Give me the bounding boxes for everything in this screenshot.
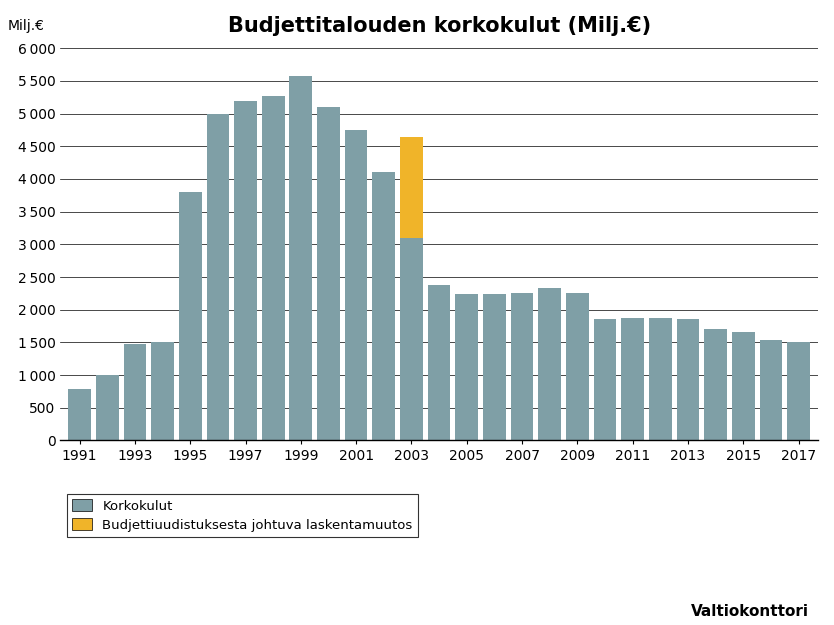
Bar <box>400 137 423 238</box>
Bar <box>400 238 423 441</box>
Bar <box>732 332 755 441</box>
Bar <box>289 76 312 441</box>
Bar <box>676 319 700 441</box>
Bar <box>68 389 91 441</box>
Bar <box>373 173 395 441</box>
Bar <box>178 192 202 441</box>
Text: Milj.€: Milj.€ <box>8 19 44 32</box>
Bar <box>787 342 810 441</box>
Bar <box>151 342 174 441</box>
Bar <box>317 107 339 441</box>
Bar <box>510 292 534 441</box>
Bar <box>344 130 368 441</box>
Bar <box>483 294 505 441</box>
Title: Budjettitalouden korkokulut (Milj.€): Budjettitalouden korkokulut (Milj.€) <box>228 16 651 36</box>
Bar <box>234 101 257 441</box>
Legend: Korkokulut, Budjettiuudistuksesta johtuva laskentamuutos: Korkokulut, Budjettiuudistuksesta johtuv… <box>67 494 418 537</box>
Bar <box>539 288 561 441</box>
Bar <box>207 114 229 441</box>
Bar <box>455 294 478 441</box>
Bar <box>760 340 782 441</box>
Bar <box>123 344 146 441</box>
Bar <box>566 293 589 441</box>
Bar <box>428 285 450 441</box>
Bar <box>96 375 118 441</box>
Bar <box>649 318 671 441</box>
Text: Valtiokonttori: Valtiokonttori <box>691 604 809 619</box>
Bar <box>621 318 644 441</box>
Bar <box>262 96 284 441</box>
Bar <box>704 329 727 441</box>
Bar <box>594 319 616 441</box>
